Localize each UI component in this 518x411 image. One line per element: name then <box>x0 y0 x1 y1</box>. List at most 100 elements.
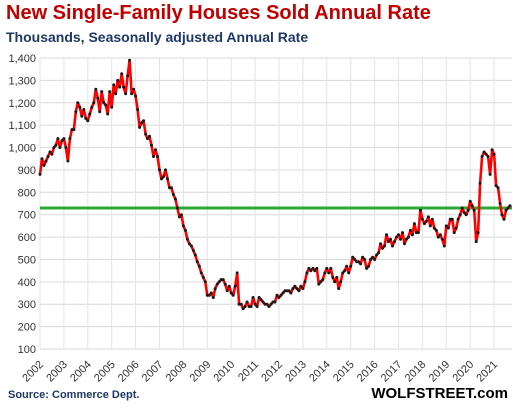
data-point <box>331 275 335 279</box>
data-point <box>269 302 273 306</box>
data-point <box>193 253 197 257</box>
data-point <box>468 199 472 203</box>
data-point <box>311 266 315 270</box>
data-point <box>498 202 502 205</box>
data-point <box>197 264 201 268</box>
data-point <box>371 255 375 259</box>
y-tick-label: 1,000 <box>8 143 36 155</box>
data-point <box>349 264 353 268</box>
data-point <box>442 244 446 248</box>
data-point <box>96 96 100 100</box>
data-point <box>315 266 319 270</box>
data-point <box>245 300 249 304</box>
data-point <box>333 280 337 284</box>
data-point <box>171 193 175 196</box>
data-point <box>403 242 406 246</box>
x-tick-label: 2010 <box>212 359 238 385</box>
data-point <box>58 146 62 149</box>
data-point <box>229 291 233 295</box>
data-point <box>506 206 510 210</box>
data-point <box>138 125 142 129</box>
data-point <box>369 258 373 261</box>
data-point <box>325 266 329 270</box>
data-point <box>285 289 289 293</box>
data-point <box>46 155 50 158</box>
data-point <box>452 231 456 235</box>
y-tick-label: 1,400 <box>8 53 36 65</box>
data-point <box>273 300 277 304</box>
data-point <box>265 302 269 306</box>
data-point <box>64 146 68 149</box>
data-point <box>253 302 257 306</box>
data-point <box>381 246 384 250</box>
data-point <box>301 287 305 291</box>
data-point <box>335 275 339 279</box>
data-point <box>478 181 482 185</box>
data-point <box>317 282 321 286</box>
data-point <box>108 90 112 94</box>
data-point <box>235 271 239 275</box>
y-tick-label: 800 <box>18 187 36 199</box>
data-point <box>237 302 241 306</box>
y-tick-label: 100 <box>18 344 36 356</box>
data-point <box>181 224 185 228</box>
source-note: Source: Commerce Dept. <box>8 389 140 401</box>
data-point <box>293 284 297 288</box>
data-point <box>391 244 394 248</box>
x-tick-label: 2005 <box>92 359 118 385</box>
data-point <box>86 119 90 123</box>
data-point <box>377 251 381 255</box>
data-point <box>124 92 128 96</box>
data-point <box>177 215 181 219</box>
series-group <box>38 58 512 311</box>
data-point <box>213 287 217 291</box>
data-point <box>50 152 54 156</box>
data-point <box>148 134 151 138</box>
data-point <box>389 237 392 241</box>
data-point <box>401 231 404 235</box>
data-point <box>255 305 259 308</box>
data-point <box>98 110 102 114</box>
data-point <box>84 116 88 120</box>
data-point <box>373 258 377 261</box>
x-tick-label: 2014 <box>307 359 333 385</box>
data-point <box>106 112 110 116</box>
data-point <box>458 213 462 217</box>
y-tick-label: 1,100 <box>8 120 36 132</box>
data-point <box>136 108 140 111</box>
data-point <box>486 155 490 158</box>
chart-title: New Single-Family Houses Sold Annual Rat… <box>6 2 431 24</box>
data-point <box>482 150 486 154</box>
y-tick-label: 900 <box>18 165 36 177</box>
data-point <box>146 137 149 141</box>
y-tick-label: 400 <box>18 277 36 289</box>
data-point <box>44 159 48 163</box>
data-point <box>397 233 400 237</box>
data-point <box>434 228 438 232</box>
data-point <box>42 163 46 167</box>
data-point <box>189 244 193 248</box>
data-point <box>297 289 301 293</box>
data-point <box>166 177 169 181</box>
data-point <box>412 222 416 226</box>
data-point <box>460 206 464 210</box>
data-point <box>446 226 450 230</box>
data-point <box>239 302 243 306</box>
data-point <box>502 217 506 221</box>
data-point <box>116 78 120 82</box>
x-tick-label: 2018 <box>403 359 429 385</box>
x-tick-label: 2002 <box>20 359 46 385</box>
data-point <box>484 152 488 156</box>
data-point <box>295 287 299 291</box>
x-tick-label: 2003 <box>44 359 70 385</box>
data-point <box>82 108 86 111</box>
y-tick-label: 300 <box>18 299 36 311</box>
x-tick-label: 2009 <box>188 359 214 385</box>
data-point <box>38 172 42 176</box>
data-point <box>313 269 317 273</box>
data-point <box>341 271 345 275</box>
data-point <box>321 278 325 282</box>
y-tick-label: 1,300 <box>8 75 36 87</box>
data-point <box>357 260 361 264</box>
data-point <box>365 266 369 270</box>
